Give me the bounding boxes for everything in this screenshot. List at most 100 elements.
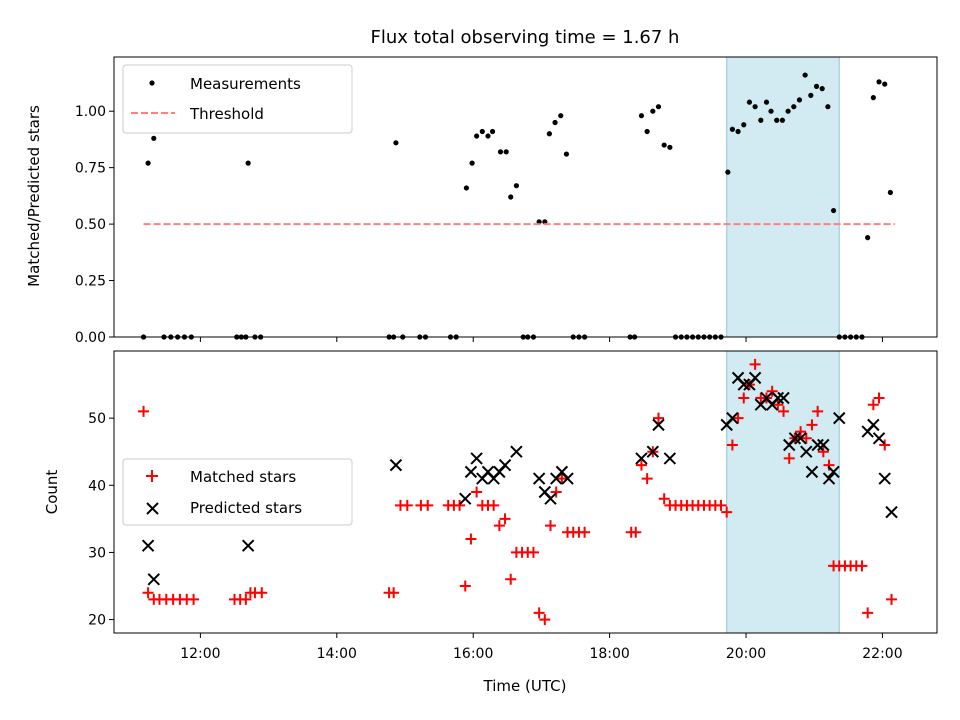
measurements-point (774, 117, 780, 123)
predicted-stars-point (822, 472, 836, 485)
measurements-point (763, 99, 770, 105)
predicted-stars-point (561, 472, 574, 485)
measurements-point (661, 142, 667, 148)
bottom-axes: 20 30 40 50 12:00 14:00 16:00 18:00 20:00 22:00 (88, 350, 938, 662)
chart-title: Flux total observing time = 1.67 h (371, 27, 680, 48)
matched-stars-point (721, 506, 733, 518)
measurements-point (808, 92, 814, 98)
top-y-tick-label: 0.25 (75, 274, 106, 290)
top-legend-box (122, 64, 353, 134)
measurements-point (785, 108, 791, 114)
measurements-point (546, 131, 552, 137)
matched-stars-point (778, 405, 790, 417)
predicted-stars-point (885, 505, 898, 519)
predicted-stars-point (777, 391, 790, 405)
bottom-marks (138, 358, 898, 626)
matched-stars-point (422, 499, 434, 511)
measurements-point (644, 128, 650, 135)
matched-stars-point (539, 614, 551, 626)
matched-stars-point (556, 473, 568, 485)
matched-stars-point (488, 499, 500, 511)
measurements-point (735, 128, 741, 135)
matched-stars-point (749, 358, 761, 370)
matched-stars-point (579, 526, 591, 538)
measurements-point (638, 113, 645, 119)
measurements-point (746, 99, 753, 105)
top-y-tick-label: 0.50 (75, 217, 106, 233)
measurements-point (758, 117, 764, 123)
legend-predicted-label: Predicted stars (190, 499, 302, 517)
matched-stars-point (641, 473, 653, 485)
measurements-point (819, 86, 825, 92)
measurements-point (825, 104, 831, 110)
legend-measurements-label: Measurements (190, 75, 301, 93)
matched-stars-point (732, 412, 744, 424)
matched-stars-point (652, 412, 664, 424)
x-tick-label: 20:00 (726, 646, 766, 662)
predicted-stars-point (872, 432, 886, 445)
top-y-tick-label: 1.00 (75, 104, 106, 120)
matched-stars-point (471, 486, 483, 498)
predicted-stars-point (788, 432, 802, 445)
predicted-stars-point (867, 418, 880, 432)
matched-stars-point (812, 405, 824, 417)
predicted-stars-point (498, 458, 512, 472)
matched-stars-point (533, 607, 545, 619)
predicted-stars-point (811, 438, 824, 452)
bottom-legend: Matched stars Predicted stars (122, 458, 353, 526)
x-tick-label: 16:00 (453, 646, 493, 662)
bottom-panel: 20 30 40 50 12:00 14:00 16:00 18:00 20:00 22:00 C… (43, 350, 938, 695)
top-plot-area (726, 56, 840, 338)
x-tick-label: 14:00 (317, 646, 357, 662)
matched-stars-point (465, 533, 477, 545)
predicted-stars-point (241, 539, 255, 552)
top-legend: Measurements Threshold (122, 64, 353, 134)
predicted-stars-point (794, 432, 807, 445)
measurements-point (779, 117, 786, 123)
predicted-stars-point (389, 458, 403, 472)
measurements-point (768, 108, 774, 114)
matched-stars-point (715, 499, 727, 511)
legend-threshold-label: Threshold (189, 105, 264, 123)
measurements-point (729, 126, 735, 132)
predicted-stars-point (646, 445, 660, 458)
measurements-point (393, 140, 399, 146)
predicted-stars-point (652, 418, 665, 432)
predicted-stars-point (805, 465, 819, 479)
measurements-point (497, 149, 504, 155)
measurements-point (667, 144, 673, 150)
matched-stars-point (806, 419, 818, 431)
matched-stars-point (726, 439, 738, 451)
measurements-point (145, 160, 151, 166)
predicted-stars-point (748, 371, 762, 385)
x-tick-label: 18:00 (589, 646, 629, 662)
matched-stars-point (658, 493, 670, 505)
matched-stars-point (795, 426, 807, 438)
matched-stars-point (635, 459, 647, 471)
predicted-stars-point (147, 573, 160, 586)
predicted-stars-point (833, 411, 846, 425)
measurements-point (558, 113, 564, 119)
measurements-point (479, 128, 485, 135)
measurements-point (151, 135, 157, 141)
matched-stars-point (545, 520, 557, 532)
matched-stars-point (873, 392, 885, 404)
predicted-stars-point (141, 539, 155, 552)
matched-stars-point (142, 587, 154, 599)
predicted-stars-point (737, 378, 750, 391)
matched-stars-point (493, 520, 505, 532)
matched-stars-point (240, 593, 252, 605)
legend-predicted-marker (146, 502, 159, 515)
matched-stars-point (550, 486, 562, 498)
measurements-point (802, 72, 808, 78)
measurements-point (513, 183, 520, 189)
measurements-point (563, 151, 570, 157)
matched-stars-point (766, 385, 778, 397)
measurements-point (552, 119, 558, 126)
measurements-point (865, 235, 871, 241)
measurements-point (791, 104, 797, 110)
matched-stars-point (823, 459, 835, 471)
measurements-point (474, 133, 480, 139)
measurements-point (655, 104, 662, 110)
